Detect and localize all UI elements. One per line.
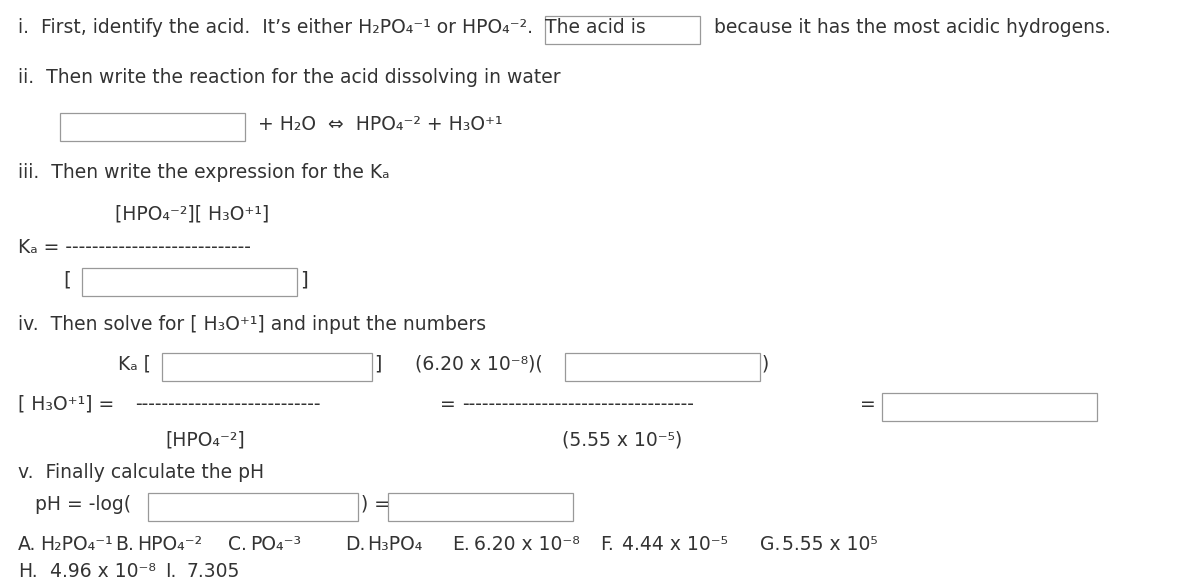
FancyBboxPatch shape	[545, 16, 700, 44]
Text: [HPO₄⁻²][ H₃O⁺¹]: [HPO₄⁻²][ H₃O⁺¹]	[115, 205, 269, 224]
Text: 4.96 x 10⁻⁸: 4.96 x 10⁻⁸	[50, 562, 156, 581]
Text: [: [	[64, 270, 71, 289]
FancyBboxPatch shape	[882, 393, 1097, 421]
Text: 7.305: 7.305	[187, 562, 240, 581]
Text: iv.  Then solve for [ H₃O⁺¹] and input the numbers: iv. Then solve for [ H₃O⁺¹] and input th…	[18, 315, 486, 334]
Text: because it has the most acidic hydrogens.: because it has the most acidic hydrogens…	[714, 18, 1111, 37]
Text: D.: D.	[346, 535, 365, 554]
FancyBboxPatch shape	[162, 353, 372, 381]
Text: B.: B.	[115, 535, 134, 554]
Text: PO₄⁻³: PO₄⁻³	[250, 535, 301, 554]
Text: ): )	[762, 355, 769, 374]
Text: =: =	[440, 395, 456, 414]
Text: H₂PO₄⁻¹: H₂PO₄⁻¹	[40, 535, 113, 554]
Text: [ H₃O⁺¹] =: [ H₃O⁺¹] =	[18, 395, 114, 414]
FancyBboxPatch shape	[388, 493, 574, 521]
Text: [HPO₄⁻²]: [HPO₄⁻²]	[166, 430, 245, 449]
Text: G.: G.	[760, 535, 780, 554]
Text: v.  Finally calculate the pH: v. Finally calculate the pH	[18, 463, 264, 482]
Text: C.: C.	[228, 535, 247, 554]
Text: ) =: ) =	[361, 495, 390, 514]
Text: (5.55 x 10⁻⁵): (5.55 x 10⁻⁵)	[562, 430, 683, 449]
Text: ]: ]	[300, 270, 308, 289]
Text: -----------------------------------: -----------------------------------	[462, 395, 694, 414]
FancyBboxPatch shape	[565, 353, 760, 381]
FancyBboxPatch shape	[148, 493, 358, 521]
Text: (6.20 x 10⁻⁸)(: (6.20 x 10⁻⁸)(	[415, 355, 542, 374]
Text: + H₂O  ⇔  HPO₄⁻² + H₃O⁺¹: + H₂O ⇔ HPO₄⁻² + H₃O⁺¹	[258, 115, 503, 134]
Text: i.  First, identify the acid.  It’s either H₂PO₄⁻¹ or HPO₄⁻².  The acid is: i. First, identify the acid. It’s either…	[18, 18, 646, 37]
Text: ii.  Then write the reaction for the acid dissolving in water: ii. Then write the reaction for the acid…	[18, 68, 560, 87]
Text: H₃PO₄: H₃PO₄	[367, 535, 422, 554]
Text: I.: I.	[166, 562, 176, 581]
Text: Kₐ = ----------------------------: Kₐ = ----------------------------	[18, 238, 251, 257]
Text: Kₐ [: Kₐ [	[118, 355, 151, 374]
Text: iii.  Then write the expression for the Kₐ: iii. Then write the expression for the K…	[18, 163, 390, 182]
FancyBboxPatch shape	[82, 268, 298, 296]
FancyBboxPatch shape	[60, 113, 245, 141]
Text: 4.44 x 10⁻⁵: 4.44 x 10⁻⁵	[622, 535, 728, 554]
Text: pH = -log(: pH = -log(	[35, 495, 131, 514]
Text: H.: H.	[18, 562, 37, 581]
Text: F.: F.	[600, 535, 613, 554]
Text: =: =	[860, 395, 876, 414]
Text: 6.20 x 10⁻⁸: 6.20 x 10⁻⁸	[474, 535, 580, 554]
Text: HPO₄⁻²: HPO₄⁻²	[137, 535, 202, 554]
Text: E.: E.	[452, 535, 469, 554]
Text: ]: ]	[374, 355, 382, 374]
Text: 5.55 x 10⁵: 5.55 x 10⁵	[782, 535, 877, 554]
Text: A.: A.	[18, 535, 36, 554]
Text: ----------------------------: ----------------------------	[134, 395, 320, 414]
